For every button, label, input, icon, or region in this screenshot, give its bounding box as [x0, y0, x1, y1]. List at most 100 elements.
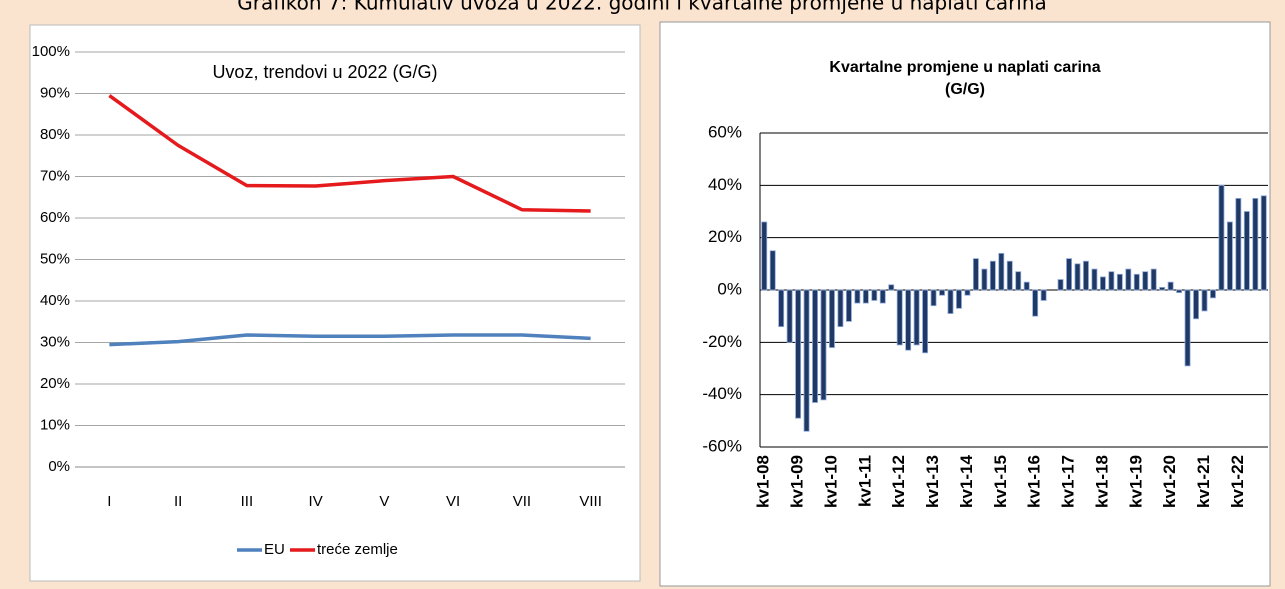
- bar: [930, 289, 937, 307]
- x-tick-label: kv1-08: [754, 455, 773, 508]
- y-tick-label: 10%: [40, 416, 70, 433]
- bar: [1235, 198, 1242, 291]
- y-tick-label: 60%: [708, 122, 742, 141]
- bar: [896, 289, 903, 346]
- x-tick-label: kv1-13: [923, 455, 942, 508]
- chart-title: Uvoz, trendovi u 2022 (G/G): [212, 62, 437, 82]
- bar: [1074, 263, 1081, 291]
- bar: [1159, 286, 1166, 291]
- bar: [947, 289, 954, 314]
- y-tick-label: 70%: [40, 167, 70, 184]
- y-tick-label: 0%: [48, 458, 70, 475]
- bar: [854, 289, 861, 304]
- bar: [1243, 211, 1250, 291]
- bar: [786, 289, 793, 343]
- bar: [845, 289, 852, 322]
- bar: [1201, 289, 1208, 312]
- series-line: [108, 94, 591, 213]
- x-tick-label: II: [174, 493, 182, 510]
- bar: [956, 289, 962, 309]
- x-tick-label: V: [379, 493, 389, 510]
- bar: [1133, 273, 1140, 291]
- bar: [862, 289, 869, 304]
- bar-chart: Kvartalne promjene u naplati carina (G/G)…: [702, 59, 1268, 508]
- y-tick-label: -40%: [702, 384, 742, 403]
- bar: [812, 289, 818, 403]
- bar: [1015, 271, 1022, 291]
- y-tick-label: 30%: [40, 333, 70, 350]
- bar: [1023, 281, 1030, 291]
- y-tick-label: 0%: [717, 279, 742, 298]
- bar: [981, 268, 988, 291]
- bar: [1091, 268, 1098, 291]
- bar: [769, 250, 776, 291]
- x-tick-label: kv1-19: [1126, 455, 1145, 508]
- bar: [998, 252, 1005, 291]
- x-tick-label: I: [107, 493, 111, 510]
- bar: [1032, 289, 1039, 317]
- bar: [922, 289, 929, 354]
- y-tick-label: -20%: [702, 332, 742, 351]
- bar: [1150, 268, 1157, 291]
- right-panel: [659, 21, 1271, 587]
- bar: [761, 221, 768, 291]
- bar: [1210, 289, 1216, 299]
- x-tick-label: kv1-21: [1194, 455, 1213, 508]
- bar: [1218, 184, 1225, 291]
- bar: [1193, 289, 1199, 320]
- bar: [1184, 289, 1191, 367]
- bar: [778, 289, 785, 328]
- bar: [795, 289, 802, 419]
- y-tick-label: 40%: [40, 292, 70, 309]
- bar: [1083, 260, 1089, 291]
- y-tick-label: 60%: [40, 209, 70, 226]
- bar: [871, 289, 878, 301]
- x-tick-label: kv1-10: [821, 455, 840, 508]
- bar: [964, 289, 971, 296]
- bar: [837, 289, 844, 328]
- bar: [879, 289, 886, 304]
- x-tick-label: kv1-22: [1228, 455, 1247, 508]
- y-tick-label: -60%: [702, 436, 742, 455]
- y-tick-label: 50%: [40, 250, 70, 267]
- x-tick-label: VIII: [579, 493, 602, 510]
- x-tick-label: kv1-18: [1092, 455, 1111, 508]
- bar: [829, 289, 835, 348]
- x-tick-label: IV: [309, 493, 323, 510]
- y-tick-label: 90%: [40, 84, 70, 101]
- legend-label: EU: [264, 541, 285, 558]
- y-tick-label: 40%: [708, 175, 742, 194]
- x-tick-label: kv1-14: [957, 454, 976, 507]
- bar: [1057, 279, 1064, 291]
- y-tick-label: 100%: [32, 43, 70, 60]
- x-tick-label: kv1-09: [788, 455, 807, 508]
- bar: [1176, 289, 1183, 294]
- bar: [803, 289, 810, 432]
- legend-label: treće zemlje: [317, 541, 398, 558]
- bar: [1006, 260, 1013, 291]
- x-tick-label: III: [241, 493, 254, 510]
- chart-title: Kvartalne promjene u naplati carina: [829, 59, 1100, 76]
- y-tick-label: 80%: [40, 126, 70, 143]
- bar: [913, 289, 920, 346]
- bar: [1116, 273, 1123, 291]
- x-tick-label: kv1-15: [991, 455, 1010, 508]
- x-tick-label: kv1-17: [1059, 455, 1078, 508]
- y-tick-label: 20%: [40, 375, 70, 392]
- bar: [905, 289, 912, 351]
- left-panel: [29, 24, 641, 582]
- bar: [1252, 198, 1259, 291]
- bar: [1226, 221, 1233, 291]
- bar: [1040, 289, 1047, 301]
- bar: [972, 258, 979, 291]
- bar: [1108, 271, 1115, 291]
- x-tick-label: kv1-12: [889, 455, 908, 508]
- x-tick-label: kv1-11: [855, 455, 874, 507]
- bar: [1142, 271, 1149, 291]
- bar: [1167, 281, 1174, 291]
- y-tick-label: 20%: [708, 227, 742, 246]
- bar: [939, 289, 945, 296]
- page-title: Grafikon 7: Kumulativ uvoza u 2022. godi…: [237, 0, 1047, 15]
- series-line: [109, 333, 591, 347]
